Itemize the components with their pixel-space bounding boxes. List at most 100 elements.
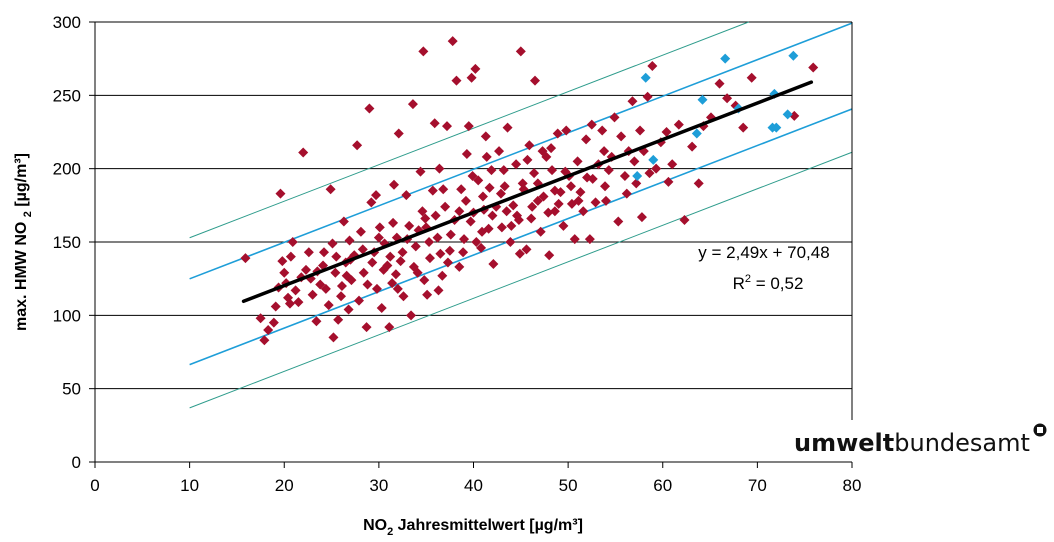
data-point-red — [501, 206, 512, 217]
data-point-red — [673, 119, 684, 130]
data-point-red — [355, 226, 366, 237]
data-point-red — [480, 131, 491, 142]
data-point-red — [343, 304, 354, 315]
data-point-red — [438, 184, 449, 195]
data-point-red — [318, 247, 329, 258]
data-point-red — [467, 171, 478, 181]
data-point-red — [481, 151, 492, 162]
data-point-red — [546, 143, 557, 154]
data-point-red — [535, 226, 546, 237]
data-point-red — [361, 322, 372, 333]
data-point-red — [429, 118, 440, 129]
data-point-red — [344, 235, 355, 246]
data-point-red — [514, 248, 525, 259]
x-tick-label: 50 — [559, 476, 578, 495]
data-point-red — [590, 197, 601, 208]
y-tick-label: 300 — [53, 13, 81, 32]
data-point-red — [259, 335, 270, 346]
data-point-red — [331, 251, 342, 262]
data-point-red — [544, 250, 555, 261]
data-point-red — [442, 121, 453, 132]
y-tick-label: 200 — [53, 160, 81, 179]
data-point-red — [330, 267, 341, 278]
data-point-red — [651, 163, 662, 174]
data-point-red — [515, 46, 526, 57]
data-point-red — [336, 291, 347, 302]
data-point-red — [315, 279, 326, 290]
data-point-red — [549, 206, 560, 217]
data-point-red — [488, 259, 499, 269]
x-tick-label: 10 — [180, 476, 199, 495]
data-point-red — [417, 206, 428, 217]
data-point-red — [746, 72, 757, 83]
blue-band-line — [189, 108, 853, 366]
data-point-red — [451, 75, 462, 86]
data-point-red — [461, 149, 472, 159]
data-point-red — [553, 198, 564, 209]
data-point-red — [433, 285, 444, 296]
x-axis-title: NO2 Jahresmittelwert [µg/m³] — [363, 517, 583, 538]
data-point-red — [364, 103, 375, 114]
data-point-red — [613, 216, 624, 227]
data-point-red — [578, 206, 589, 217]
data-point-red — [573, 195, 584, 206]
data-point-red — [454, 261, 465, 272]
data-point-red — [527, 201, 538, 212]
data-point-red — [609, 112, 620, 123]
data-point-red — [505, 237, 516, 247]
data-point-red — [465, 216, 476, 227]
data-point-red — [466, 72, 477, 83]
x-tick-label: 0 — [90, 476, 99, 495]
data-point-red — [418, 46, 429, 57]
data-point-red — [582, 172, 593, 183]
data-point-red — [424, 253, 435, 264]
green-band-line — [189, 151, 853, 409]
data-point-red — [687, 141, 698, 152]
data-point-red — [371, 190, 382, 201]
data-point-red — [631, 178, 642, 189]
data-point-red — [789, 110, 800, 121]
data-point-red — [459, 234, 470, 245]
data-point-red — [320, 283, 331, 294]
data-point-red — [526, 213, 537, 224]
x-tick-label: 30 — [369, 476, 388, 495]
data-point-red — [547, 165, 558, 176]
y-tick-label: 150 — [53, 233, 81, 252]
data-point-red — [549, 185, 560, 196]
data-points — [240, 36, 819, 346]
data-point-red — [341, 270, 352, 281]
data-point-red — [392, 283, 403, 294]
logo-regular: bundesamt — [894, 429, 1030, 457]
data-point-red — [495, 188, 506, 199]
data-point-red — [366, 197, 377, 208]
data-point-red — [543, 207, 554, 218]
data-point-red — [352, 140, 363, 151]
data-point-red — [600, 195, 611, 206]
y-tick-label: 100 — [53, 306, 81, 325]
logo-wordmark: umweltbundesamt — [794, 429, 1030, 457]
data-point-red — [419, 275, 430, 286]
x-tick-label: 40 — [464, 476, 483, 495]
data-point-red — [437, 270, 448, 281]
data-point-blue — [697, 94, 708, 105]
data-point-red — [584, 234, 595, 245]
data-point-red — [277, 256, 288, 267]
data-point-red — [661, 127, 672, 137]
data-point-red — [486, 165, 497, 176]
data-point-blue — [648, 154, 659, 165]
data-point-red — [738, 122, 749, 133]
data-point-red — [293, 297, 304, 308]
data-point-red — [565, 181, 576, 192]
data-point-blue — [767, 122, 778, 133]
data-point-red — [444, 245, 455, 256]
data-point-red — [496, 222, 507, 233]
data-point-red — [530, 75, 541, 86]
data-point-red — [378, 264, 389, 275]
data-point-red — [532, 195, 543, 206]
data-point-red — [502, 122, 513, 133]
data-point-blue — [788, 50, 799, 61]
data-point-red — [599, 146, 610, 157]
data-point-red — [285, 251, 296, 262]
data-point-red — [424, 237, 435, 247]
data-point-red — [552, 128, 563, 139]
